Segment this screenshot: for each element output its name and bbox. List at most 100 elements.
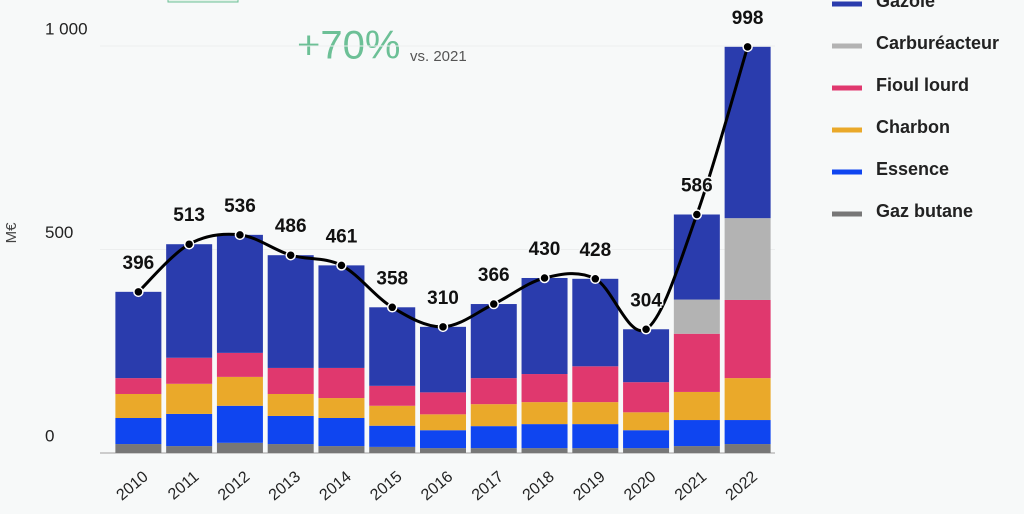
- x-tick-label: 2013: [266, 468, 304, 504]
- total-point: [437, 321, 449, 333]
- bar-segment: [420, 448, 466, 453]
- bar-segment: [318, 446, 365, 453]
- x-tick-label: 2010: [113, 468, 151, 504]
- bar-segment: [572, 448, 619, 453]
- legend-label: Fioul lourd: [876, 75, 969, 95]
- bar-segment: [673, 446, 720, 453]
- total-point: [285, 249, 296, 261]
- total-point: [539, 272, 550, 284]
- x-tick-label: 2022: [723, 468, 761, 504]
- bar-segment: [115, 417, 162, 445]
- total-point: [691, 209, 703, 220]
- total-point: [234, 229, 246, 241]
- x-tick-label: 2012: [215, 468, 253, 504]
- bar-segment: [470, 378, 517, 405]
- bar-segment: [267, 393, 314, 416]
- x-tick-label: 2020: [621, 468, 659, 504]
- bar-segment: [166, 357, 213, 384]
- bar-segment: [521, 374, 568, 403]
- total-label: 586: [681, 176, 713, 197]
- bar-segment: [521, 448, 568, 453]
- bar-segment: [572, 366, 619, 403]
- total-label: 428: [579, 240, 611, 261]
- bar-segment: [572, 424, 619, 449]
- total-label: 366: [478, 265, 510, 286]
- total-label: 461: [326, 226, 358, 247]
- total-label: 998: [732, 8, 764, 29]
- legend-label: Charbon: [876, 117, 950, 137]
- x-tick-label: 2018: [520, 468, 558, 504]
- bar-segment: [470, 426, 517, 449]
- total-point: [488, 298, 500, 310]
- total-label: 536: [224, 196, 256, 217]
- bar-segment: [673, 420, 720, 447]
- total-point: [742, 41, 753, 53]
- bar-segment: [623, 382, 670, 413]
- bar-segment: [115, 291, 162, 379]
- bar-segment: [267, 255, 314, 368]
- bar-segment: [115, 444, 162, 453]
- bar-segment: [318, 265, 365, 368]
- bar-segment: [420, 414, 466, 431]
- x-tick-label: 2016: [418, 468, 456, 504]
- bar-segment: [623, 448, 670, 453]
- bar-segment: [623, 412, 670, 431]
- x-tick-label: 2017: [469, 468, 507, 504]
- bar-segment: [673, 299, 720, 334]
- bar-segment: [724, 299, 771, 379]
- bar-segment: [623, 430, 670, 449]
- bar-segment: [724, 444, 771, 453]
- bar-segment: [572, 278, 619, 367]
- bar-segment: [216, 376, 263, 406]
- x-tick-label: 2019: [570, 468, 608, 504]
- bar-segment: [115, 378, 162, 394]
- bar-segment: [166, 446, 213, 453]
- bar-segment: [470, 404, 517, 427]
- toggle-button: [167, 0, 239, 3]
- y-axis-label: M€: [3, 222, 20, 243]
- bar-segment: [216, 405, 263, 443]
- total-label: 396: [123, 253, 155, 274]
- bar-segment: [267, 367, 314, 394]
- y-tick-label: 500: [45, 223, 73, 242]
- total-point: [640, 324, 652, 335]
- bar-segment: [115, 393, 162, 418]
- total-label: 486: [275, 216, 307, 237]
- bar-segment: [267, 444, 314, 453]
- bar-segment: [369, 385, 416, 406]
- legend-label: Gaz butane: [876, 201, 973, 221]
- total-point: [590, 273, 601, 285]
- bar-segment: [420, 392, 466, 415]
- bar-segment: [623, 329, 670, 383]
- y-tick-label: 1 000: [45, 19, 88, 38]
- bar-segment: [318, 398, 365, 418]
- total-label: 513: [173, 205, 205, 226]
- bar-segment: [318, 417, 365, 447]
- total-label: 304: [630, 290, 662, 311]
- bar-segment: [724, 46, 771, 219]
- bar-segment: [369, 425, 416, 447]
- legend-label: Essence: [876, 159, 949, 179]
- bar-segment: [369, 307, 416, 386]
- bar-segment: [166, 383, 213, 414]
- bar-segment: [216, 234, 263, 353]
- annotation-note: vs. 2021: [410, 48, 467, 65]
- total-point: [386, 302, 398, 313]
- bar-segment: [673, 391, 720, 421]
- x-tick-label: 2011: [165, 468, 202, 503]
- bar-segment: [166, 413, 213, 447]
- bar-segment: [216, 442, 263, 453]
- total-label: 358: [376, 268, 408, 289]
- y-tick-label: 0: [45, 426, 54, 445]
- x-tick-label: 2014: [317, 468, 355, 504]
- bar-segment: [420, 326, 466, 393]
- total-point: [336, 260, 347, 271]
- bar-segment: [521, 424, 568, 449]
- total-point: [133, 286, 144, 298]
- bar-segment: [724, 378, 771, 421]
- bar-segment: [470, 304, 517, 379]
- total-label: 430: [529, 239, 561, 260]
- legend-label: Gazole: [876, 0, 935, 11]
- legend-label: Carburéacteur: [876, 33, 999, 53]
